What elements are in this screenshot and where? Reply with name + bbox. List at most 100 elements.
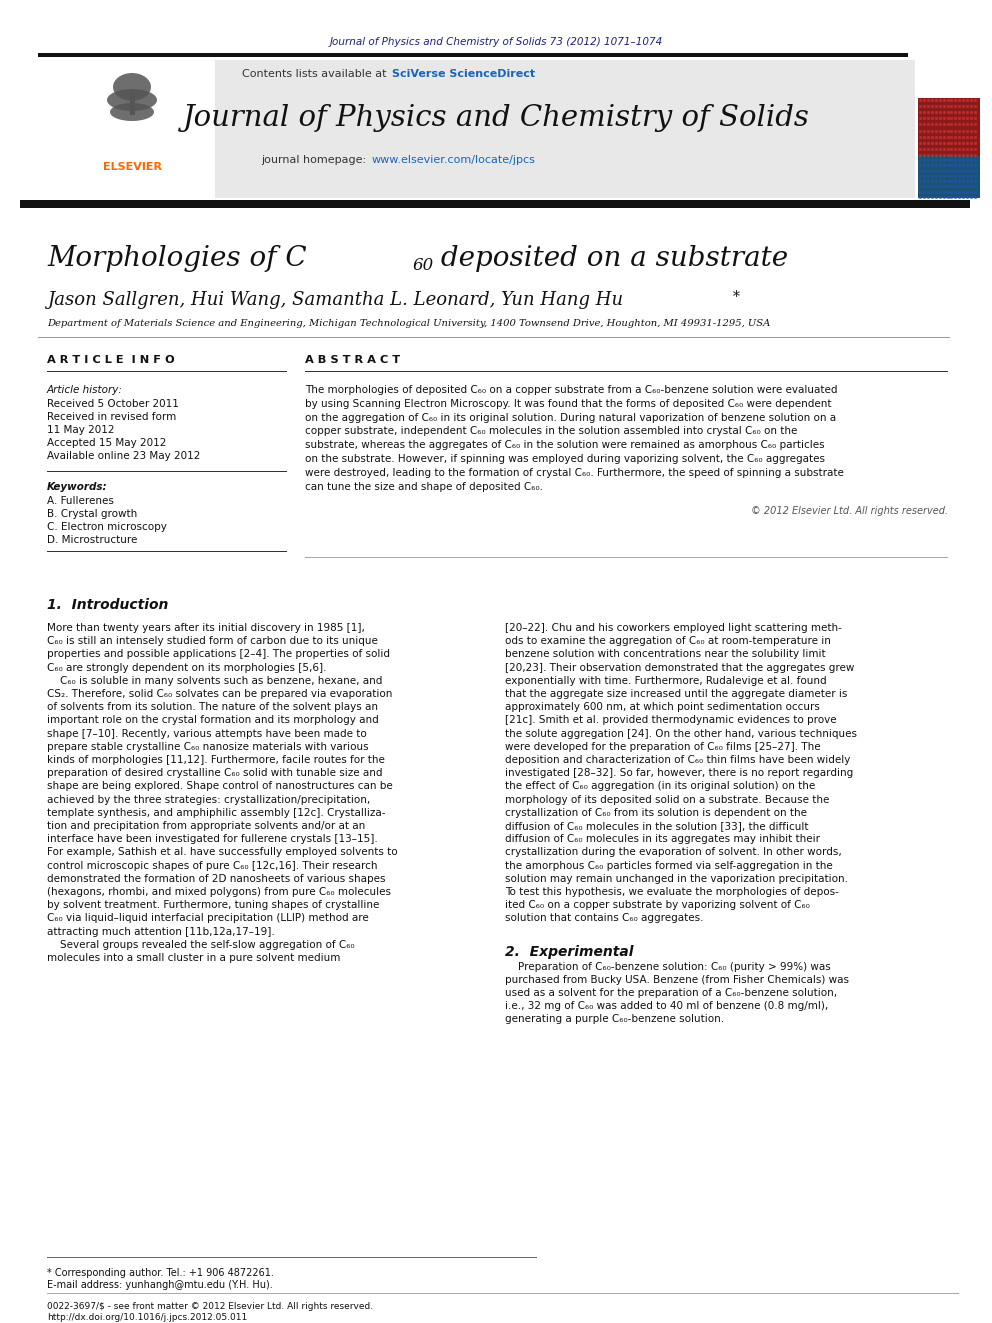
Text: can tune the size and shape of deposited C₆₀.: can tune the size and shape of deposited… bbox=[305, 482, 543, 492]
Text: [20,23]. Their observation demonstrated that the aggregates grew: [20,23]. Their observation demonstrated … bbox=[505, 663, 854, 672]
Text: C₆₀ via liquid–liquid interfacial precipitation (LLIP) method are: C₆₀ via liquid–liquid interfacial precip… bbox=[47, 913, 369, 923]
Text: Article history:: Article history: bbox=[47, 385, 123, 396]
Text: by solvent treatment. Furthermore, tuning shapes of crystalline: by solvent treatment. Furthermore, tunin… bbox=[47, 900, 379, 910]
Text: Journal of Physics and Chemistry of Solids: Journal of Physics and Chemistry of Soli… bbox=[183, 105, 809, 132]
Text: shape [7–10]. Recently, various attempts have been made to: shape [7–10]. Recently, various attempts… bbox=[47, 729, 367, 738]
Bar bbox=[918, 98, 980, 157]
Text: *: * bbox=[733, 290, 740, 304]
Text: [21c]. Smith et al. provided thermodynamic evidences to prove: [21c]. Smith et al. provided thermodynam… bbox=[505, 716, 836, 725]
Text: were developed for the preparation of C₆₀ films [25–27]. The: were developed for the preparation of C₆… bbox=[505, 742, 820, 751]
Text: the solute aggregation [24]. On the other hand, various techniques: the solute aggregation [24]. On the othe… bbox=[505, 729, 857, 738]
Text: More than twenty years after its initial discovery in 1985 [1],: More than twenty years after its initial… bbox=[47, 623, 365, 632]
Text: Journal of Physics and Chemistry of Solids 73 (2012) 1071–1074: Journal of Physics and Chemistry of Soli… bbox=[329, 37, 663, 48]
Text: Morphologies of C: Morphologies of C bbox=[47, 245, 307, 271]
Bar bbox=[38, 53, 908, 57]
Text: the amorphous C₆₀ particles formed via self-aggregation in the: the amorphous C₆₀ particles formed via s… bbox=[505, 860, 832, 871]
Text: copper substrate, independent C₆₀ molecules in the solution assembled into cryst: copper substrate, independent C₆₀ molecu… bbox=[305, 426, 798, 437]
Text: Contents lists available at: Contents lists available at bbox=[242, 69, 390, 79]
Text: on the aggregation of C₆₀ in its original solution. During natural vaporization : on the aggregation of C₆₀ in its origina… bbox=[305, 413, 836, 422]
Text: deposition and characterization of C₆₀ thin films have been widely: deposition and characterization of C₆₀ t… bbox=[505, 755, 850, 765]
Text: the effect of C₆₀ aggregation (in its original solution) on the: the effect of C₆₀ aggregation (in its or… bbox=[505, 782, 815, 791]
Bar bbox=[60, 60, 915, 198]
Text: crystallization of C₆₀ from its solution is dependent on the: crystallization of C₆₀ from its solution… bbox=[505, 808, 807, 818]
Text: Received in revised form: Received in revised form bbox=[47, 411, 177, 422]
Text: Several groups revealed the self-slow aggregation of C₆₀: Several groups revealed the self-slow ag… bbox=[47, 939, 354, 950]
Text: benzene solution with concentrations near the solubility limit: benzene solution with concentrations nea… bbox=[505, 650, 825, 659]
Bar bbox=[918, 156, 980, 198]
Text: exponentially with time. Furthermore, Rudalevige et al. found: exponentially with time. Furthermore, Ru… bbox=[505, 676, 826, 685]
Text: E-mail address: yunhangh@mtu.edu (Y.H. Hu).: E-mail address: yunhangh@mtu.edu (Y.H. H… bbox=[47, 1279, 273, 1290]
Text: diffusion of C₆₀ molecules in its aggregates may inhibit their: diffusion of C₆₀ molecules in its aggreg… bbox=[505, 835, 820, 844]
Text: ELSEVIER: ELSEVIER bbox=[102, 161, 162, 172]
Text: kinds of morphologies [11,12]. Furthermore, facile routes for the: kinds of morphologies [11,12]. Furthermo… bbox=[47, 755, 385, 765]
Text: achieved by the three strategies: crystallization/precipitation,: achieved by the three strategies: crysta… bbox=[47, 795, 370, 804]
Text: 0022-3697/$ - see front matter © 2012 Elsevier Ltd. All rights reserved.: 0022-3697/$ - see front matter © 2012 El… bbox=[47, 1302, 373, 1311]
Text: 60: 60 bbox=[413, 257, 434, 274]
Ellipse shape bbox=[107, 89, 157, 111]
Text: * Corresponding author. Tel.: +1 906 4872261.: * Corresponding author. Tel.: +1 906 487… bbox=[47, 1267, 274, 1278]
Text: ods to examine the aggregation of C₆₀ at room-temperature in: ods to examine the aggregation of C₆₀ at… bbox=[505, 636, 831, 646]
Text: The morphologies of deposited C₆₀ on a copper substrate from a C₆₀-benzene solut: The morphologies of deposited C₆₀ on a c… bbox=[305, 385, 837, 396]
Text: To test this hypothesis, we evaluate the morphologies of depos-: To test this hypothesis, we evaluate the… bbox=[505, 886, 839, 897]
Text: demonstrated the formation of 2D nanosheets of various shapes: demonstrated the formation of 2D nanoshe… bbox=[47, 873, 386, 884]
Text: D. Microstructure: D. Microstructure bbox=[47, 534, 137, 545]
Text: purchased from Bucky USA. Benzene (from Fisher Chemicals) was: purchased from Bucky USA. Benzene (from … bbox=[505, 975, 849, 984]
Text: A B S T R A C T: A B S T R A C T bbox=[305, 355, 400, 365]
Text: journal homepage:: journal homepage: bbox=[261, 155, 370, 165]
Bar bbox=[60, 60, 215, 198]
Text: that the aggregate size increased until the aggregate diameter is: that the aggregate size increased until … bbox=[505, 689, 847, 699]
Text: Jason Sallgren, Hui Wang, Samantha L. Leonard, Yun Hang Hu: Jason Sallgren, Hui Wang, Samantha L. Le… bbox=[47, 291, 623, 310]
Text: Department of Materials Science and Engineering, Michigan Technological Universi: Department of Materials Science and Engi… bbox=[47, 319, 771, 328]
Text: interface have been investigated for fullerene crystals [13–15].: interface have been investigated for ful… bbox=[47, 835, 378, 844]
Text: morphology of its deposited solid on a substrate. Because the: morphology of its deposited solid on a s… bbox=[505, 795, 829, 804]
Text: 1.  Introduction: 1. Introduction bbox=[47, 598, 169, 613]
Text: substrate, whereas the aggregates of C₆₀ in the solution were remained as amorph: substrate, whereas the aggregates of C₆₀… bbox=[305, 441, 824, 450]
Text: by using Scanning Electron Microscopy. It was found that the forms of deposited : by using Scanning Electron Microscopy. I… bbox=[305, 398, 831, 409]
Text: generating a purple C₆₀-benzene solution.: generating a purple C₆₀-benzene solution… bbox=[505, 1015, 724, 1024]
Text: 11 May 2012: 11 May 2012 bbox=[47, 425, 114, 435]
Text: Preparation of C₆₀-benzene solution: C₆₀ (purity > 99%) was: Preparation of C₆₀-benzene solution: C₆₀… bbox=[505, 962, 830, 971]
Text: C₆₀ is still an intensely studied form of carbon due to its unique: C₆₀ is still an intensely studied form o… bbox=[47, 636, 378, 646]
Ellipse shape bbox=[110, 103, 154, 120]
Text: shape are being explored. Shape control of nanostructures can be: shape are being explored. Shape control … bbox=[47, 782, 393, 791]
Text: A. Fullerenes: A. Fullerenes bbox=[47, 496, 114, 505]
Text: [20–22]. Chu and his coworkers employed light scattering meth-: [20–22]. Chu and his coworkers employed … bbox=[505, 623, 842, 632]
Bar bbox=[130, 93, 135, 115]
Text: tion and precipitation from appropriate solvents and/or at an: tion and precipitation from appropriate … bbox=[47, 822, 365, 831]
Text: (hexagons, rhombi, and mixed polygons) from pure C₆₀ molecules: (hexagons, rhombi, and mixed polygons) f… bbox=[47, 886, 391, 897]
Text: B. Crystal growth: B. Crystal growth bbox=[47, 509, 137, 519]
Text: investigated [28–32]. So far, however, there is no report regarding: investigated [28–32]. So far, however, t… bbox=[505, 769, 853, 778]
Text: diffusion of C₆₀ molecules in the solution [33], the difficult: diffusion of C₆₀ molecules in the soluti… bbox=[505, 822, 808, 831]
Text: preparation of desired crystalline C₆₀ solid with tunable size and: preparation of desired crystalline C₆₀ s… bbox=[47, 769, 383, 778]
Text: C₆₀ is soluble in many solvents such as benzene, hexane, and: C₆₀ is soluble in many solvents such as … bbox=[47, 676, 382, 685]
Text: http://dx.doi.org/10.1016/j.jpcs.2012.05.011: http://dx.doi.org/10.1016/j.jpcs.2012.05… bbox=[47, 1312, 247, 1322]
Text: Accepted 15 May 2012: Accepted 15 May 2012 bbox=[47, 438, 167, 448]
Text: © 2012 Elsevier Ltd. All rights reserved.: © 2012 Elsevier Ltd. All rights reserved… bbox=[751, 505, 948, 516]
Text: on the substrate. However, if spinning was employed during vaporizing solvent, t: on the substrate. However, if spinning w… bbox=[305, 454, 825, 464]
Text: properties and possible applications [2–4]. The properties of solid: properties and possible applications [2–… bbox=[47, 650, 390, 659]
Ellipse shape bbox=[113, 73, 151, 101]
Text: For example, Sathish et al. have successfully employed solvents to: For example, Sathish et al. have success… bbox=[47, 848, 398, 857]
Text: control microscopic shapes of pure C₆₀ [12c,16]. Their research: control microscopic shapes of pure C₆₀ [… bbox=[47, 860, 378, 871]
Text: C. Electron microscopy: C. Electron microscopy bbox=[47, 523, 167, 532]
Text: solution may remain unchanged in the vaporization precipitation.: solution may remain unchanged in the vap… bbox=[505, 873, 848, 884]
Text: Keywords:: Keywords: bbox=[47, 482, 107, 492]
Text: template synthesis, and amphiphilic assembly [12c]. Crystalliza-: template synthesis, and amphiphilic asse… bbox=[47, 808, 386, 818]
Text: crystallization during the evaporation of solvent. In other words,: crystallization during the evaporation o… bbox=[505, 848, 842, 857]
Text: deposited on a substrate: deposited on a substrate bbox=[432, 245, 788, 271]
Text: used as a solvent for the preparation of a C₆₀-benzene solution,: used as a solvent for the preparation of… bbox=[505, 988, 837, 998]
Text: i.e., 32 mg of C₆₀ was added to 40 ml of benzene (0.8 mg/ml),: i.e., 32 mg of C₆₀ was added to 40 ml of… bbox=[505, 1002, 828, 1011]
Text: Available online 23 May 2012: Available online 23 May 2012 bbox=[47, 451, 200, 460]
Text: attracting much attention [11b,12a,17–19].: attracting much attention [11b,12a,17–19… bbox=[47, 926, 275, 937]
Text: of solvents from its solution. The nature of the solvent plays an: of solvents from its solution. The natur… bbox=[47, 703, 378, 712]
Text: 2.  Experimental: 2. Experimental bbox=[505, 945, 634, 959]
Text: C₆₀ are strongly dependent on its morphologies [5,6].: C₆₀ are strongly dependent on its morpho… bbox=[47, 663, 326, 672]
Text: were destroyed, leading to the formation of crystal C₆₀. Furthermore, the speed : were destroyed, leading to the formation… bbox=[305, 468, 844, 478]
Text: www.elsevier.com/locate/jpcs: www.elsevier.com/locate/jpcs bbox=[372, 155, 536, 165]
Text: A R T I C L E  I N F O: A R T I C L E I N F O bbox=[47, 355, 175, 365]
Bar bbox=[20, 200, 970, 208]
Text: solution that contains C₆₀ aggregates.: solution that contains C₆₀ aggregates. bbox=[505, 913, 703, 923]
Text: prepare stable crystalline C₆₀ nanosize materials with various: prepare stable crystalline C₆₀ nanosize … bbox=[47, 742, 369, 751]
Text: molecules into a small cluster in a pure solvent medium: molecules into a small cluster in a pure… bbox=[47, 953, 340, 963]
Text: SciVerse ScienceDirect: SciVerse ScienceDirect bbox=[392, 69, 535, 79]
